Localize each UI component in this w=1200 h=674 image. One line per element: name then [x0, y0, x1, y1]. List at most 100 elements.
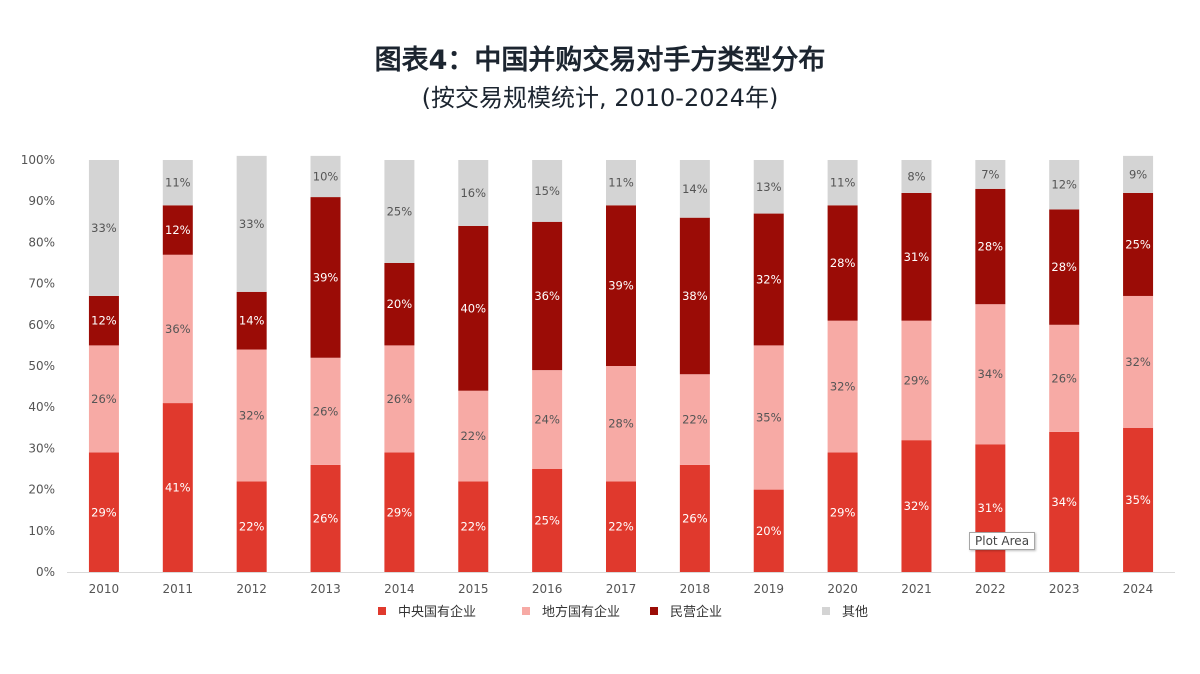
x-tick-label: 2023 [1049, 582, 1080, 596]
data-label: 36% [165, 322, 191, 336]
y-tick-label: 70% [28, 277, 55, 291]
bar-segment-2014-3 [384, 160, 415, 263]
data-label: 26% [313, 511, 339, 525]
x-tick-label: 2022 [975, 582, 1006, 596]
bar-segment-2013-3 [310, 155, 341, 198]
bar-segment-2020-2 [827, 205, 858, 321]
data-label: 7% [981, 167, 999, 181]
data-label: 34% [978, 367, 1004, 381]
data-label: 16% [460, 186, 486, 200]
bar-segment-2017-0 [606, 481, 636, 572]
bar-segment-2010-3 [88, 160, 119, 296]
bar-segment-2021-3 [901, 160, 932, 193]
data-label: 22% [239, 520, 265, 534]
data-label: 11% [165, 176, 191, 190]
x-tick-label: 2013 [310, 582, 341, 596]
data-label: 29% [387, 505, 413, 519]
bar-segment-2023-2 [1049, 209, 1080, 325]
legend-swatch [522, 607, 530, 615]
data-label: 40% [460, 301, 486, 315]
chart-title: 图表4：中国并购交易对手方类型分布 [374, 45, 826, 76]
bar-segment-2023-0 [1049, 431, 1080, 572]
bar-segment-2019-3 [753, 160, 784, 214]
data-label: 14% [682, 182, 708, 196]
bar-segment-2013-1 [310, 357, 341, 465]
bar-segment-2022-3 [975, 160, 1006, 189]
x-tick-label: 2024 [1123, 582, 1154, 596]
bar-segment-2021-0 [901, 440, 932, 572]
legend-swatch [822, 607, 830, 615]
bar-segment-2024-1 [1123, 295, 1154, 428]
bar-segment-2024-3 [1123, 155, 1154, 193]
y-tick-label: 60% [28, 318, 55, 332]
data-label: 25% [1125, 237, 1151, 251]
bar-segment-2022-2 [975, 188, 1006, 305]
bar-segment-2013-0 [310, 464, 341, 572]
y-tick-label: 40% [28, 400, 55, 414]
bar-segment-2014-1 [384, 345, 415, 453]
data-label: 11% [830, 176, 856, 190]
legend-label: 中央国有企业 [398, 604, 476, 620]
bar-segment-2020-0 [827, 452, 858, 572]
data-label: 29% [830, 505, 856, 519]
data-label: 22% [460, 429, 486, 443]
legend-swatch [650, 607, 658, 615]
y-tick-label: 100% [21, 153, 55, 167]
bar-segment-2021-1 [901, 320, 932, 441]
x-tick-label: 2018 [680, 582, 711, 596]
x-tick-label: 2012 [236, 582, 267, 596]
data-label: 36% [534, 289, 560, 303]
data-label: 25% [534, 514, 560, 528]
data-label: 32% [904, 499, 930, 513]
data-label: 28% [830, 256, 856, 270]
data-label: 26% [91, 392, 117, 406]
data-label: 26% [387, 392, 413, 406]
legend-label: 其他 [842, 605, 868, 620]
bar-segment-2019-0 [753, 489, 784, 572]
bar-segment-2015-0 [458, 481, 489, 572]
bar-segment-2016-2 [532, 221, 563, 371]
bar-segment-2019-2 [753, 213, 784, 346]
data-label: 39% [313, 270, 339, 284]
data-label: 29% [91, 505, 117, 519]
data-label: 14% [239, 314, 265, 328]
x-tick-label: 2010 [89, 582, 120, 596]
data-label: 39% [608, 279, 634, 293]
bar-segment-2012-2 [236, 291, 267, 350]
legend-label: 地方国有企业 [542, 604, 620, 620]
legend-label: 民营企业 [670, 604, 722, 620]
bar-segment-2016-0 [532, 469, 563, 572]
y-tick-label: 30% [28, 441, 55, 455]
data-label: 11% [608, 176, 634, 190]
data-label: 33% [239, 217, 265, 231]
bar-segment-2018-3 [679, 160, 710, 218]
data-label: 15% [534, 184, 560, 198]
data-label: 13% [756, 180, 782, 194]
bar-segment-2014-2 [384, 263, 415, 346]
bar-segment-2020-3 [827, 160, 858, 206]
bar-segment-2017-3 [606, 160, 636, 206]
bar-segment-2012-1 [236, 349, 267, 482]
y-tick-label: 50% [28, 359, 55, 373]
data-label: 35% [756, 411, 782, 425]
bar-segment-2015-3 [458, 160, 489, 226]
x-tick-label: 2015 [458, 582, 489, 596]
data-label: 10% [313, 169, 339, 183]
data-label: 29% [904, 373, 930, 387]
bar-segment-2015-2 [458, 225, 489, 391]
data-label: 9% [1129, 167, 1147, 181]
data-label: 8% [907, 169, 925, 183]
x-tick-label: 2021 [901, 582, 932, 596]
data-label: 26% [313, 404, 339, 418]
x-tick-label: 2014 [384, 582, 415, 596]
y-tick-label: 10% [28, 524, 55, 538]
bar-segment-2014-0 [384, 452, 415, 572]
data-label: 28% [608, 417, 634, 431]
bar-segment-2021-2 [901, 192, 932, 321]
data-label: 31% [904, 250, 930, 264]
bar-segment-2024-0 [1123, 427, 1154, 572]
data-label: 20% [387, 297, 413, 311]
data-label: 12% [165, 223, 191, 237]
bar-segment-2010-2 [88, 295, 119, 346]
